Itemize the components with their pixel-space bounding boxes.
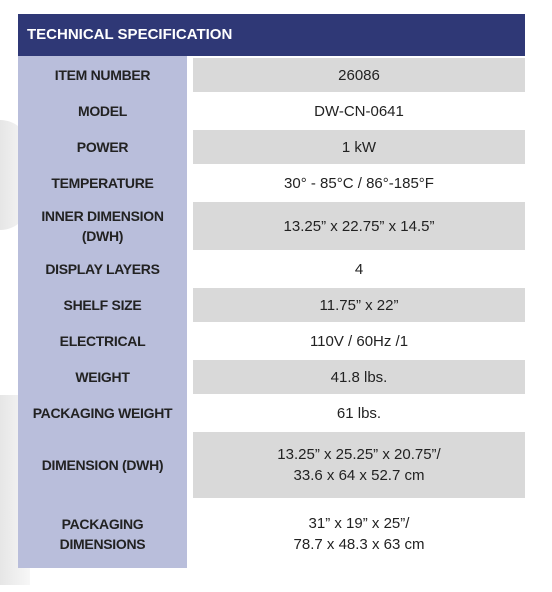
label-line: SHELF SIZE — [63, 297, 142, 313]
label-line: POWER — [76, 139, 129, 155]
spec-value: 30° - 85°C / 86°-185°F — [193, 166, 525, 200]
value-line: 26086 — [338, 66, 380, 84]
value-line: 33.6 x 64 x 52.7 cm — [293, 467, 425, 484]
value-line: 13.25” x 25.25” x 20.75”/ — [277, 446, 441, 463]
label-line: WEIGHT — [75, 369, 130, 385]
spec-label: ELECTRICAL — [18, 324, 187, 358]
spec-value: 110V / 60Hz /1 — [193, 324, 525, 358]
value-line: 1 kW — [341, 138, 377, 156]
spec-value: 31” x 19” x 25”/ 78.7 x 48.3 x 63 cm — [193, 500, 525, 568]
spec-value: 26086 — [193, 58, 525, 92]
spec-value: 1 kW — [193, 130, 525, 164]
value-line: 11.75” x 22” — [319, 296, 399, 314]
value-line: 13.25” x 22.75” x 14.5” — [283, 217, 435, 235]
spec-value: 4 — [193, 252, 525, 286]
label-line: ITEM NUMBER — [54, 67, 151, 83]
spec-value: 13.25” x 22.75” x 14.5” — [193, 202, 525, 250]
spec-value: 41.8 lbs. — [193, 360, 525, 394]
spec-label: PACKAGING DIMENSIONS — [18, 500, 187, 568]
label-line: TEMPERATURE — [51, 175, 154, 191]
value-line: 78.7 x 48.3 x 63 cm — [293, 536, 425, 553]
label-line: DISPLAY LAYERS — [45, 261, 160, 277]
label-line: PACKAGING WEIGHT — [32, 405, 173, 421]
label-line: ELECTRICAL — [59, 333, 146, 349]
label-line: INNER DIMENSION — [41, 208, 164, 224]
value-line: 31” x 19” x 25”/ — [308, 515, 410, 532]
value-line: 4 — [354, 260, 364, 278]
spec-label: POWER — [18, 130, 187, 164]
value-line: DW-CN-0641 — [314, 102, 404, 120]
spec-label: PACKAGING WEIGHT — [18, 396, 187, 430]
label-line: MODEL — [77, 103, 128, 119]
label-line: (DWH) — [81, 228, 124, 244]
value-line: 61 lbs. — [336, 404, 382, 422]
spec-label: TEMPERATURE — [18, 166, 187, 200]
table-title: TECHNICAL SPECIFICATION — [18, 14, 525, 56]
spec-value: DW-CN-0641 — [193, 94, 525, 128]
spec-label: ITEM NUMBER — [18, 58, 187, 92]
label-column — [18, 56, 187, 568]
spec-label: WEIGHT — [18, 360, 187, 394]
spec-value: 13.25” x 25.25” x 20.75”/ 33.6 x 64 x 52.… — [193, 432, 525, 498]
value-line: 30° - 85°C / 86°-185°F — [284, 174, 434, 192]
label-line: DIMENSIONS — [59, 536, 146, 552]
spec-label: MODEL — [18, 94, 187, 128]
label-line: PACKAGING — [61, 516, 144, 532]
spec-label: DIMENSION (DWH) — [18, 432, 187, 498]
spec-label: SHELF SIZE — [18, 288, 187, 322]
label-line: DIMENSION (DWH) — [41, 457, 164, 473]
spec-value: 11.75” x 22” — [193, 288, 525, 322]
spec-label: INNER DIMENSION (DWH) — [18, 202, 187, 250]
spec-label: DISPLAY LAYERS — [18, 252, 187, 286]
value-line: 41.8 lbs. — [330, 368, 388, 386]
value-line: 110V / 60Hz /1 — [309, 332, 409, 350]
spec-value: 61 lbs. — [193, 396, 525, 430]
